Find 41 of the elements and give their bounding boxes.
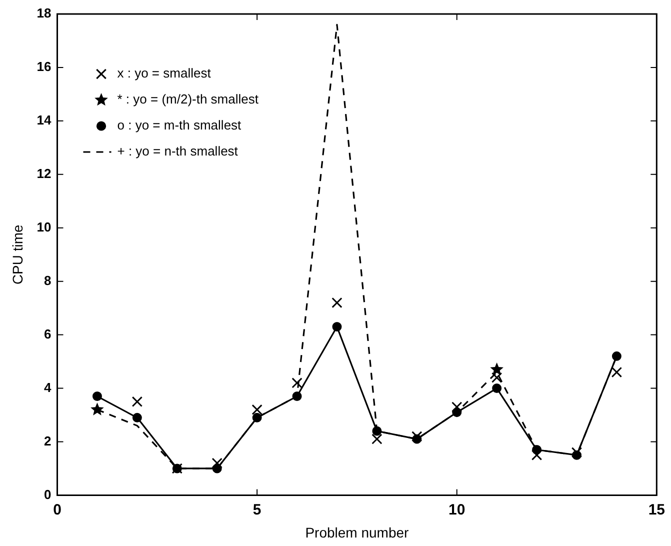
y-tick-label: 18 [36,6,52,21]
point [612,351,622,361]
point [90,402,104,416]
y-tick-label: 2 [44,433,52,448]
point [292,392,302,402]
point [611,366,622,378]
y-axis-title: CPU time [9,224,26,285]
point [531,450,542,460]
legend-label: o : yo = m-th smallest [117,118,242,133]
point [332,322,342,332]
point [452,402,462,412]
x-tick-label: 10 [448,501,466,518]
point [252,412,262,422]
point [412,431,422,442]
point [571,447,582,458]
y-tick-label: 12 [36,166,52,181]
legend-label: + : yo = n-th smallest [117,144,238,159]
x-axis-title: Problem number [305,524,410,540]
point [252,404,262,415]
point [92,392,102,402]
point [490,362,504,376]
y-tick-label: 4 [44,380,52,395]
y-tick-label: 6 [44,326,52,342]
legend-label: * : yo = (m/2)-th smallest [117,92,259,107]
y-tick-label: 8 [44,272,52,288]
point [132,396,143,407]
y-tick-label: 0 [44,486,52,502]
legend-label: x : yo = smallest [117,66,212,81]
x-tick-label: 5 [252,501,262,518]
point [372,426,382,436]
point [132,412,142,422]
point [292,378,302,388]
point [492,384,502,394]
y-tick-label: 10 [36,219,52,234]
point [212,458,222,468]
point [372,434,382,444]
y-tick-label: 14 [36,112,52,128]
point [491,372,502,383]
y-tick-label: 16 [36,59,52,74]
point [332,297,342,308]
x-tick-label: 15 [648,501,665,518]
